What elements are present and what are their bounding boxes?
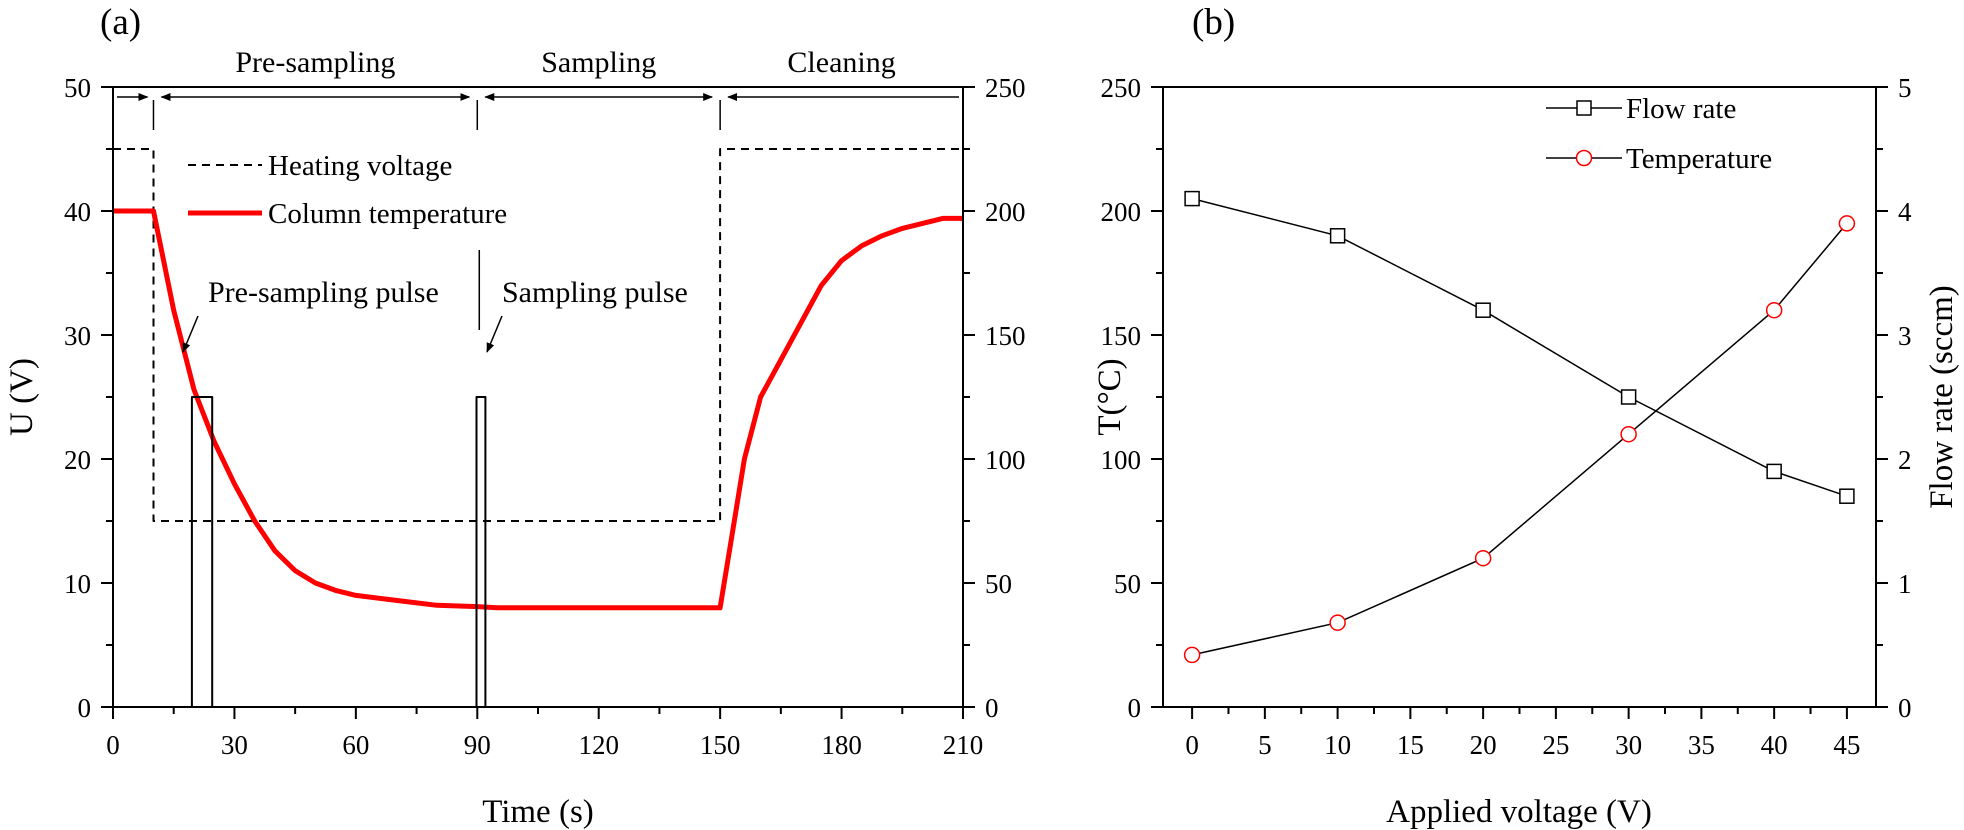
panel-a-y-tick-label: 30	[64, 321, 91, 351]
panel-a-y-tick-label: 40	[64, 197, 91, 227]
legend-temperature-marker	[1575, 149, 1593, 167]
series-sampling-pulse-line	[475, 396, 487, 707]
panel-b-x-tick-label: 10	[1324, 730, 1351, 760]
series-heating-voltage-line	[113, 148, 963, 522]
panel-b-x-tick-label: 20	[1470, 730, 1497, 760]
panel-a-y2-tick-label: 0	[985, 693, 999, 723]
series-temperature-line	[1191, 222, 1848, 656]
panel-b-y-tick-label: 250	[1101, 73, 1142, 103]
panel-a-y-tick-label: 0	[78, 693, 92, 723]
series-flow-rate-point	[1620, 389, 1637, 405]
sampling-pulse-annotation: Sampling pulse	[502, 276, 688, 309]
panel-b-series	[1183, 190, 1856, 664]
panel-a-y-tick-label: 50	[64, 73, 91, 103]
series-temperature-point	[1329, 614, 1346, 631]
panel-a-x-tick-label: 210	[943, 730, 984, 760]
panel-b-y-tick-label: 100	[1101, 445, 1142, 475]
phase-sampling-label: Sampling	[541, 46, 656, 79]
panel-b-x-tick-label: 25	[1542, 730, 1569, 760]
panel-a-x-tick-label: 60	[342, 730, 369, 760]
legend-column-temperature-label: Column temperature	[268, 198, 507, 230]
series-column-temperature-line	[113, 208, 963, 611]
sampling-pulse-arrow	[486, 315, 503, 353]
series-temperature-point	[1620, 425, 1637, 443]
panel-b-plot-frame	[1162, 86, 1877, 708]
panel-a-legend: Heating voltage Column temperature	[188, 150, 507, 230]
panel-a-y-tick-label: 20	[64, 445, 91, 475]
pre-sampling-pulse-annotation: Pre-sampling pulse	[208, 276, 439, 309]
series-temperature-point	[1838, 215, 1856, 232]
panel-a-label: (a)	[100, 2, 141, 43]
panel-b-label: (b)	[1192, 2, 1235, 43]
panel-b-y2-tick-label: 5	[1898, 73, 1912, 103]
series-flow-rate-point	[1475, 302, 1491, 318]
panel-b-x-tick-label: 35	[1688, 730, 1715, 760]
panel-a-ticks: 0 30 60 90 120 150 180 210010203040500501001502…	[64, 73, 1026, 760]
series-temperature-point	[1765, 301, 1783, 319]
panel-b: (b) 0 5 10 15 20 25 30 35 40 45050100150200250012…	[1092, 2, 1960, 830]
legend-flow-rate-label: Flow rate	[1626, 93, 1736, 125]
series-flow-rate-point	[1839, 488, 1855, 504]
panel-a-x-tick-label: 150	[700, 730, 741, 760]
panel-b-y-axis-title: T(°C)	[1092, 358, 1128, 435]
panel-a-y2-tick-label: 250	[985, 73, 1026, 103]
panel-b-y2-tick-label: 1	[1898, 569, 1912, 599]
panel-a-y-tick-label: 10	[64, 569, 91, 599]
panel-b-y2-tick-label: 4	[1898, 197, 1912, 227]
panel-b-y2-tick-label: 2	[1898, 445, 1912, 475]
panel-a-y2-tick-label: 50	[985, 569, 1012, 599]
panel-a-plot-frame	[112, 86, 964, 708]
panel-a-x-tick-label: 120	[578, 730, 619, 760]
panel-b-y-tick-label: 150	[1101, 321, 1142, 351]
panel-b-x-tick-label: 15	[1397, 730, 1424, 760]
panel-a-y2-tick-label: 100	[985, 445, 1026, 475]
panel-b-x-tick-label: 5	[1258, 730, 1272, 760]
series-flow-rate-point	[1184, 190, 1200, 207]
panel-b-x-tick-label: 45	[1833, 730, 1860, 760]
panel-a-y-axis-title: U (V)	[4, 358, 40, 436]
panel-a-x-axis-title: Time (s)	[482, 794, 594, 830]
panel-a: (a) 0 30 60 90 120 150 180 21001020304050050100…	[4, 2, 1026, 830]
legend-heating-voltage-label: Heating voltage	[268, 150, 452, 182]
panel-a-y2-tick-label: 200	[985, 197, 1026, 227]
panel-b-legend: Flow rate Temperature	[1546, 93, 1772, 175]
panel-b-y-tick-label: 200	[1101, 197, 1142, 227]
panel-a-series	[113, 148, 963, 707]
panel-b-x-tick-label: 0	[1185, 730, 1199, 760]
series-temperature-point	[1474, 549, 1492, 567]
panel-b-y2-axis-title: Flow rate (sccm)	[1924, 285, 1960, 509]
panel-b-y2-tick-label: 3	[1898, 321, 1912, 351]
panel-b-x-tick-label: 40	[1761, 730, 1788, 760]
panel-a-x-tick-label: 90	[464, 730, 491, 760]
phase-cleaning-label: Cleaning	[787, 46, 895, 79]
panel-a-y2-tick-label: 150	[985, 321, 1026, 351]
panel-a-x-tick-label: 180	[821, 730, 862, 760]
series-temperature-point	[1183, 646, 1201, 664]
series-flow-rate-line	[1191, 197, 1848, 497]
phase-pre-sampling-label: Pre-sampling	[235, 46, 395, 79]
panel-b-y2-tick-label: 0	[1898, 693, 1912, 723]
pre-sampling-pulse-arrow	[182, 315, 199, 353]
series-pre-sampling-pulse-line	[190, 396, 214, 707]
panel-a-x-tick-label: 0	[106, 730, 120, 760]
panel-b-y-tick-label: 0	[1128, 693, 1142, 723]
panel-a-x-tick-label: 30	[221, 730, 248, 760]
legend-flow-rate-marker	[1576, 100, 1592, 116]
panel-a-phases: Pre-sampling Sampling Cleaning	[117, 46, 959, 130]
series-flow-rate-point	[1766, 463, 1782, 480]
panel-b-x-tick-label: 30	[1615, 730, 1642, 760]
series-flow-rate-point	[1329, 228, 1346, 244]
legend-temperature-label: Temperature	[1626, 143, 1772, 175]
panel-b-y-tick-label: 50	[1114, 569, 1141, 599]
panel-b-x-axis-title: Applied voltage (V)	[1386, 794, 1652, 830]
panel-a-annotations: Pre-sampling pulse Sampling pulse	[182, 250, 688, 353]
